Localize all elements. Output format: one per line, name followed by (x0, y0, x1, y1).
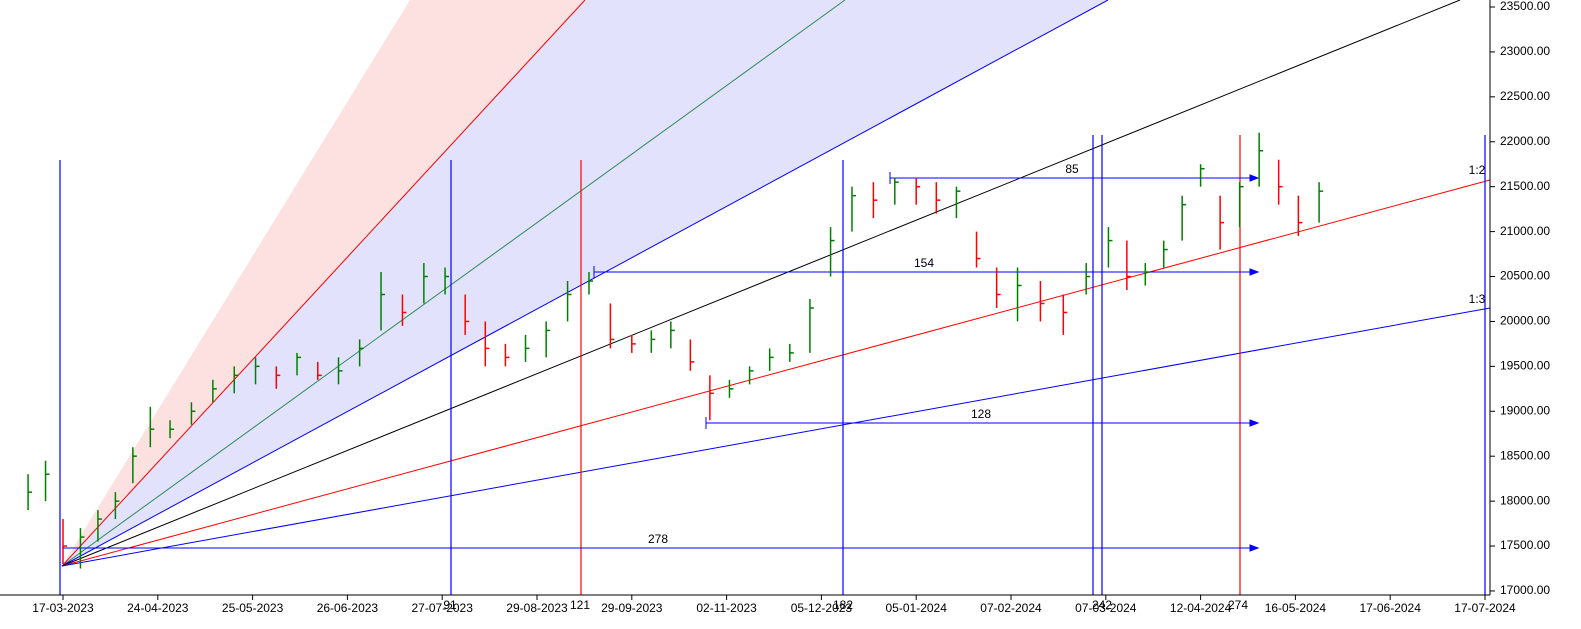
arrow-head (1249, 174, 1260, 182)
x-tick-label: 16-05-2024 (1265, 601, 1327, 615)
fan-line (61, 0, 1461, 567)
annotations: 278 154 128 85 91 121 182 242 274 1:2 1:… (443, 162, 1485, 612)
fan-line (61, 0, 586, 567)
x-tick-label: 29-08-2023 (506, 601, 568, 615)
y-tick-label: 19500.00 (1500, 359, 1550, 373)
annotation: 242 (1092, 598, 1112, 612)
y-tick-label: 17000.00 (1500, 583, 1550, 597)
y-tick-label: 23000.00 (1500, 44, 1550, 58)
x-tick-label: 17-03-2023 (32, 601, 94, 615)
gann-fan (61, 0, 1491, 567)
fan-line (61, 307, 1491, 567)
x-tick-label: 05-12-2023 (791, 601, 853, 615)
x-tick-label: 29-09-2023 (601, 601, 663, 615)
y-tick-label: 18000.00 (1500, 493, 1550, 507)
arrow-head (1249, 419, 1260, 427)
annotation: 128 (971, 407, 991, 421)
fan-line (61, 0, 846, 567)
x-tick-label: 05-01-2024 (886, 601, 948, 615)
annotation: 154 (914, 256, 934, 270)
y-tick-label: 19000.00 (1500, 403, 1550, 417)
annotation: 1:3 (1469, 292, 1486, 306)
y-tick-label: 21000.00 (1500, 224, 1550, 238)
y-tick-label: 18500.00 (1500, 448, 1550, 462)
annotation: 121 (570, 598, 590, 612)
y-tick-label: 22500.00 (1500, 89, 1550, 103)
x-tick-label: 07-02-2024 (980, 601, 1042, 615)
time-cycles (59, 135, 1486, 595)
arrow-head (1249, 544, 1260, 552)
x-tick-label: 02-11-2023 (696, 601, 757, 615)
x-tick-label: 26-06-2023 (317, 601, 379, 615)
fan-line (61, 0, 1109, 567)
x-tick-label: 25-05-2023 (222, 601, 284, 615)
y-tick-label: 21500.00 (1500, 179, 1550, 193)
y-tick-label: 22000.00 (1500, 134, 1550, 148)
annotation: 91 (443, 598, 457, 612)
x-tick-label: 17-06-2024 (1360, 601, 1422, 615)
fan-line (61, 179, 1491, 567)
x-tick-label: 17-07-2024 (1454, 601, 1516, 615)
annotation: 1:2 (1469, 163, 1486, 177)
y-tick-label: 20500.00 (1500, 269, 1550, 283)
y-tick-label: 23500.00 (1500, 0, 1550, 13)
annotation: 278 (648, 532, 668, 546)
x-tick-label: 07-03-2024 (1075, 601, 1137, 615)
arrow-head (1249, 268, 1260, 276)
y-tick-label: 17500.00 (1500, 538, 1550, 552)
y-tick-label: 20000.00 (1500, 314, 1550, 328)
x-tick-label: 24-04-2023 (127, 601, 189, 615)
range-arrows (62, 172, 1260, 552)
annotation: 85 (1065, 162, 1079, 176)
x-tick-label: 27-07-2023 (412, 601, 474, 615)
annotation: 274 (1228, 598, 1248, 612)
x-tick-label: 12-04-2024 (1170, 601, 1232, 615)
annotation: 182 (833, 598, 853, 612)
